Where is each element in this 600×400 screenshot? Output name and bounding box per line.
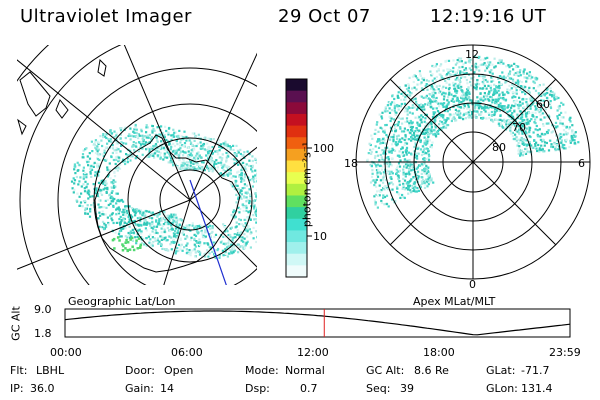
- mlt-18-label: 18: [344, 157, 358, 170]
- mlt-12-label: 12: [465, 48, 479, 61]
- right-panel-label: Apex MLat/MLT: [413, 295, 496, 308]
- left-aurora-emission: [70, 123, 257, 260]
- alt-xtick-0600: 06:00: [171, 346, 203, 359]
- colorbar-cell: [286, 242, 307, 255]
- mode-label: Mode:: [245, 364, 279, 377]
- mlat-80-label: 80: [492, 141, 506, 154]
- glat-label: GLat:: [486, 364, 516, 377]
- gcalt-value: 8.6 Re: [414, 364, 449, 377]
- ip-value: 36.0: [30, 382, 55, 395]
- dsp-label: Dsp:: [245, 382, 270, 395]
- colorbar-cell: [286, 148, 307, 162]
- time-label: 12:19:16 UT: [430, 6, 547, 27]
- left-panel-label: Geographic Lat/Lon: [68, 295, 176, 308]
- mlt-0-label: 0: [469, 278, 476, 291]
- altitude-plot: [64, 308, 571, 338]
- colorbar-cell: [286, 183, 307, 196]
- alt-xtick-2359: 23:59: [549, 346, 581, 359]
- glon-value: 131.4: [521, 382, 553, 395]
- colorbar-cell: [286, 90, 307, 103]
- colorbar-tick-100: 100: [313, 142, 334, 155]
- colorbar-cell: [286, 102, 307, 115]
- glat-value: -71.7: [521, 364, 550, 377]
- colorbar-cell: [286, 160, 307, 173]
- alt-axis-label: GC Alt: [9, 306, 23, 341]
- gain-label: Gain:: [125, 382, 154, 395]
- colorbar-cell: [286, 195, 307, 208]
- alt-ytick-high: 9.0: [34, 303, 52, 316]
- flt-value: LBHL: [36, 364, 65, 377]
- geographic-map: [17, 45, 257, 285]
- alt-xtick-1800: 18:00: [423, 346, 455, 359]
- colorbar-cell: [286, 207, 307, 220]
- colorbar-cell: [286, 253, 307, 266]
- glon-label: GLon:: [486, 382, 518, 395]
- polar-plot: [355, 44, 591, 280]
- flt-label: Flt:: [10, 364, 28, 377]
- colorbar: [285, 78, 312, 278]
- alt-xtick-1200: 12:00: [297, 346, 329, 359]
- mlt-6-label: 6: [578, 157, 585, 170]
- colorbar-cell: [286, 137, 307, 150]
- door-value: Open: [164, 364, 194, 377]
- ip-label: IP:: [10, 382, 24, 395]
- dsp-value: 0.7: [300, 382, 318, 395]
- mlat-70-label: 70: [512, 121, 526, 134]
- colorbar-cell: [286, 79, 307, 92]
- date-label: 29 Oct 07: [278, 6, 371, 27]
- colorbar-cell: [286, 113, 307, 127]
- door-label: Door:: [125, 364, 155, 377]
- colorbar-tick-10: 10: [313, 230, 327, 243]
- colorbar-cell: [286, 172, 307, 185]
- gcalt-label: GC Alt:: [366, 364, 405, 377]
- alt-xtick-0000: 00:00: [50, 346, 82, 359]
- colorbar-unit-label: photon cm⁻²s⁻¹: [300, 141, 314, 228]
- alt-ytick-low: 1.8: [34, 327, 52, 340]
- antarctica-coastline: [94, 134, 241, 273]
- colorbar-cell: [286, 218, 307, 231]
- seq-label: Seq:: [366, 382, 391, 395]
- mode-value: Normal: [285, 364, 325, 377]
- colorbar-cell: [286, 125, 307, 138]
- mlat-60-label: 60: [536, 98, 550, 111]
- right-aurora-emission: [366, 55, 580, 209]
- gain-value: 14: [160, 382, 174, 395]
- colorbar-cell: [286, 230, 307, 243]
- seq-value: 39: [400, 382, 414, 395]
- app-title: Ultraviolet Imager: [20, 6, 192, 27]
- colorbar-cell: [286, 265, 307, 278]
